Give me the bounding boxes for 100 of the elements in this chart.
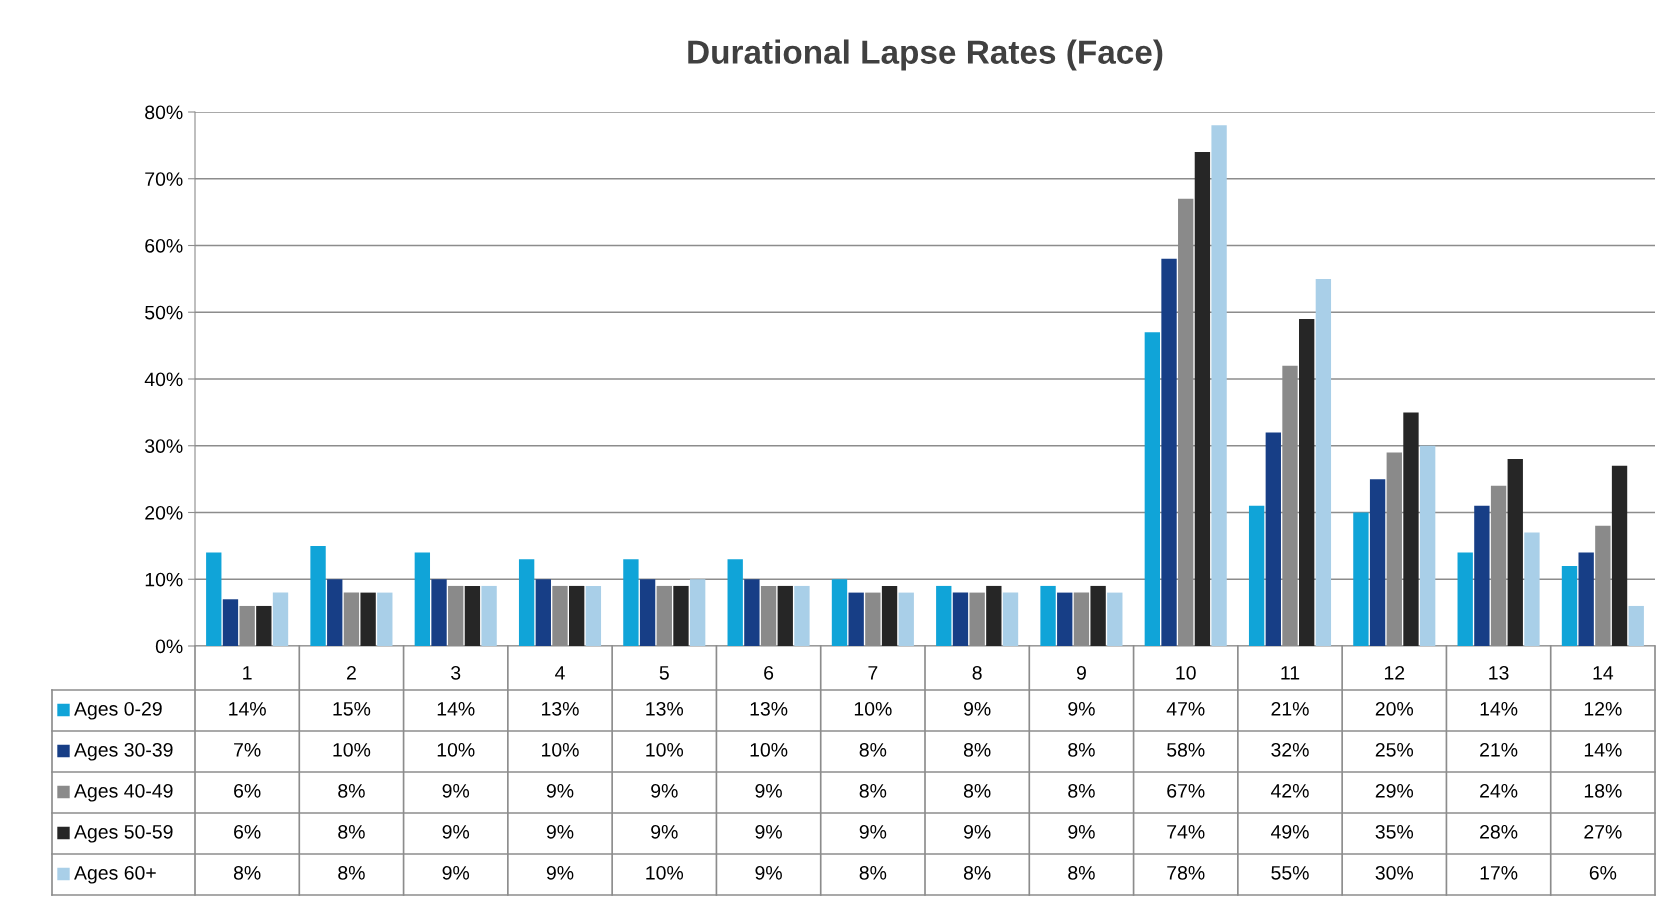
legend-label: Ages 0-29: [74, 701, 162, 720]
data-label: 8%: [963, 783, 991, 798]
data-label: 10%: [646, 865, 684, 880]
data-label: 10%: [542, 742, 579, 757]
data-label: 8%: [963, 865, 991, 880]
bar: [777, 585, 793, 646]
data-label: 14%: [437, 702, 475, 716]
bar: [1507, 459, 1523, 646]
data-label: 55%: [1271, 866, 1309, 880]
data-label: 21%: [1271, 701, 1309, 716]
data-label: 14%: [1584, 743, 1622, 757]
data-label: 14%: [1480, 702, 1518, 716]
bar: [689, 579, 706, 646]
data-label: 13%: [646, 701, 684, 716]
data-label: 6%: [234, 824, 261, 839]
data-label: 6%: [1589, 865, 1617, 880]
data-label: 24%: [1480, 783, 1518, 798]
bar: [1419, 445, 1436, 646]
bar: [727, 559, 743, 646]
bar: [431, 579, 447, 646]
data-label: 18%: [1584, 783, 1622, 798]
bar: [1561, 565, 1578, 646]
bar: [222, 599, 239, 646]
data-label: 30%: [1375, 865, 1414, 880]
data-label: 9%: [442, 783, 470, 798]
y-tick-label: 40%: [144, 372, 183, 387]
bar: [272, 592, 289, 646]
x-tick-label: 1: [243, 666, 252, 680]
data-label: 9%: [755, 865, 782, 880]
data-label: 10%: [750, 742, 788, 757]
data-label: 9%: [442, 824, 470, 839]
bar: [206, 552, 222, 646]
bar: [1211, 125, 1227, 646]
x-tick-label: 13: [1489, 665, 1509, 680]
bar: [936, 585, 952, 646]
bar: [464, 585, 481, 646]
x-tick-label: 9: [1076, 665, 1086, 680]
data-label: 10%: [437, 742, 475, 757]
bar: [794, 585, 810, 646]
bar: [377, 592, 393, 646]
data-label: 9%: [546, 824, 574, 839]
bar: [1090, 585, 1106, 646]
data-label: 58%: [1167, 742, 1205, 757]
data-label: 8%: [1068, 783, 1095, 798]
bar: [1265, 432, 1281, 646]
legend-label: Ages 60+: [74, 865, 156, 884]
bar: [1107, 592, 1123, 646]
data-label: 20%: [1375, 701, 1414, 716]
data-label: 47%: [1166, 702, 1205, 716]
data-label: 9%: [1068, 701, 1095, 716]
bar: [1057, 592, 1073, 646]
bar: [744, 579, 760, 646]
data-label: 10%: [854, 701, 892, 716]
data-label: 7%: [234, 743, 261, 757]
x-tick-label: 10: [1176, 665, 1196, 680]
x-tick-label: 12: [1384, 665, 1405, 680]
data-label: 25%: [1375, 742, 1414, 757]
bar: [952, 592, 969, 646]
bar: [1194, 152, 1211, 646]
data-label: 9%: [755, 783, 782, 798]
legend-label: Ages 40-49: [74, 783, 173, 802]
bar: [1524, 532, 1540, 646]
y-tick-label: 80%: [145, 105, 183, 120]
data-label: 28%: [1480, 824, 1518, 839]
data-label: 9%: [546, 783, 574, 798]
data-label: 8%: [1068, 865, 1095, 880]
bar: [1457, 552, 1473, 646]
bar: [360, 592, 376, 646]
x-tick-label: 6: [764, 665, 774, 680]
legend-label: Ages 30-39: [74, 742, 173, 761]
x-tick-label: 7: [868, 666, 878, 680]
data-label: 9%: [651, 824, 678, 839]
bar: [1353, 512, 1369, 646]
data-label: 14%: [229, 702, 266, 716]
bar: [831, 579, 848, 646]
bar: [535, 579, 551, 646]
bar: [414, 552, 431, 646]
bar: [569, 585, 585, 646]
bar: [1369, 479, 1386, 646]
data-label: 35%: [1375, 824, 1414, 839]
bar: [1144, 332, 1161, 646]
data-label: 8%: [338, 865, 365, 880]
x-tick-label: 5: [659, 666, 669, 680]
bar: [881, 585, 898, 646]
data-label: 9%: [964, 824, 991, 839]
bar: [1315, 278, 1332, 646]
y-tick-label: 20%: [145, 505, 183, 520]
data-label: 42%: [1270, 783, 1309, 798]
bar: [1040, 585, 1056, 646]
y-tick-label: 70%: [145, 172, 183, 186]
data-label: 9%: [964, 701, 991, 716]
data-label: 8%: [338, 824, 365, 839]
data-label: 8%: [338, 783, 365, 798]
bar: [256, 605, 272, 646]
bar: [327, 579, 343, 646]
y-tick-label: 10%: [145, 572, 183, 587]
bar: [848, 592, 864, 646]
data-label: 10%: [333, 742, 371, 757]
data-label: 15%: [333, 702, 371, 716]
bar: [1248, 505, 1265, 646]
